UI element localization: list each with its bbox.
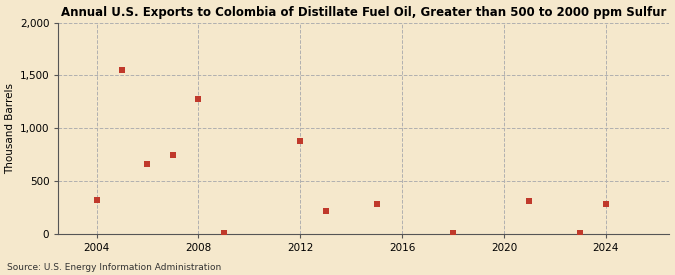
Point [600,202,611,206]
Title: Annual U.S. Exports to Colombia of Distillate Fuel Oil, Greater than 500 to 2000: Annual U.S. Exports to Colombia of Disti… [61,6,667,18]
Point [524,199,535,203]
Point [117,68,128,72]
Text: Source: U.S. Energy Information Administration: Source: U.S. Energy Information Administ… [7,263,221,272]
Point [219,231,230,236]
Point [321,209,331,213]
Point [448,231,458,236]
Y-axis label: Thousand Barrels: Thousand Barrels [5,83,16,174]
Point [167,152,178,157]
Point [371,202,382,206]
Point [91,198,102,202]
Point [193,97,204,101]
Point [295,139,306,143]
Point [142,162,153,166]
Point [575,231,586,236]
